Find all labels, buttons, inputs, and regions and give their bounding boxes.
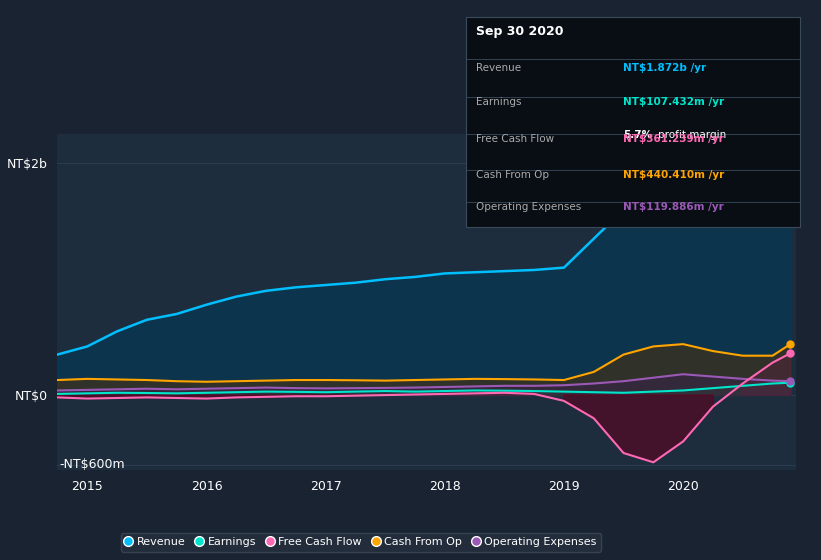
Text: Revenue: Revenue — [475, 63, 521, 73]
Text: 5.7%: 5.7% — [623, 130, 652, 140]
Text: NT$107.432m /yr: NT$107.432m /yr — [623, 97, 724, 106]
Text: Sep 30 2020: Sep 30 2020 — [475, 25, 563, 38]
Text: NT$1.872b /yr: NT$1.872b /yr — [623, 63, 706, 73]
Text: Operating Expenses: Operating Expenses — [475, 202, 580, 212]
Text: Earnings: Earnings — [475, 97, 521, 106]
Text: -NT$600m: -NT$600m — [60, 458, 126, 471]
Text: NT$440.410m /yr: NT$440.410m /yr — [623, 170, 724, 180]
Text: profit margin: profit margin — [658, 130, 727, 140]
Text: Free Cash Flow: Free Cash Flow — [475, 134, 553, 144]
Text: NT$119.886m /yr: NT$119.886m /yr — [623, 202, 723, 212]
Legend: Revenue, Earnings, Free Cash Flow, Cash From Op, Operating Expenses: Revenue, Earnings, Free Cash Flow, Cash … — [122, 533, 601, 552]
Text: Cash From Op: Cash From Op — [475, 170, 548, 180]
Text: NT$361.239m /yr: NT$361.239m /yr — [623, 134, 723, 144]
